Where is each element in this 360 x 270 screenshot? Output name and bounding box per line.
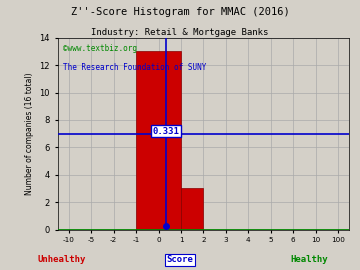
Bar [181, 188, 203, 230]
Text: Z''-Score Histogram for MMAC (2016): Z''-Score Histogram for MMAC (2016) [71, 7, 289, 17]
Text: Unhealthy: Unhealthy [37, 255, 85, 264]
Y-axis label: Number of companies (16 total): Number of companies (16 total) [25, 72, 34, 195]
Text: The Research Foundation of SUNY: The Research Foundation of SUNY [63, 63, 207, 72]
Text: Industry: Retail & Mortgage Banks: Industry: Retail & Mortgage Banks [91, 28, 269, 37]
Text: Score: Score [167, 255, 193, 264]
Text: 0.331: 0.331 [153, 127, 179, 136]
Bar [136, 52, 181, 230]
Text: ©www.textbiz.org: ©www.textbiz.org [63, 43, 138, 53]
Text: Healthy: Healthy [291, 255, 328, 264]
